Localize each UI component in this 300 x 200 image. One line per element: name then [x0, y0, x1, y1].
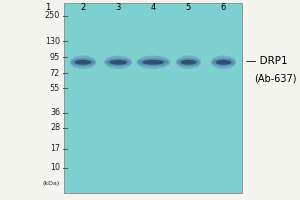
Text: 2: 2	[80, 3, 86, 12]
Text: 36: 36	[50, 108, 60, 117]
Text: 1: 1	[45, 3, 51, 12]
Text: (Ab-637): (Ab-637)	[255, 73, 297, 83]
Text: 28: 28	[50, 123, 60, 132]
Ellipse shape	[136, 56, 170, 69]
Text: 95: 95	[50, 53, 60, 62]
Text: 10: 10	[50, 163, 60, 172]
Ellipse shape	[71, 58, 95, 66]
Ellipse shape	[104, 56, 132, 69]
Ellipse shape	[70, 56, 96, 69]
Ellipse shape	[138, 58, 169, 66]
Ellipse shape	[176, 56, 201, 69]
Ellipse shape	[75, 60, 92, 65]
Text: 3: 3	[116, 3, 121, 12]
Text: 6: 6	[221, 3, 226, 12]
Ellipse shape	[142, 60, 164, 65]
Ellipse shape	[105, 58, 131, 66]
Text: 55: 55	[50, 84, 60, 93]
Ellipse shape	[211, 56, 236, 69]
Ellipse shape	[180, 60, 196, 65]
Text: 250: 250	[45, 11, 60, 20]
Text: (kDa): (kDa)	[43, 181, 60, 186]
Ellipse shape	[215, 60, 232, 65]
Text: 130: 130	[45, 37, 60, 46]
Text: 17: 17	[50, 144, 60, 153]
Text: 5: 5	[186, 3, 191, 12]
Text: — DRP1: — DRP1	[247, 56, 288, 66]
Bar	[64, 3, 242, 193]
Ellipse shape	[212, 58, 235, 66]
Ellipse shape	[109, 60, 127, 65]
Ellipse shape	[177, 58, 200, 66]
Text: 4: 4	[151, 3, 156, 12]
Text: 72: 72	[50, 69, 60, 78]
